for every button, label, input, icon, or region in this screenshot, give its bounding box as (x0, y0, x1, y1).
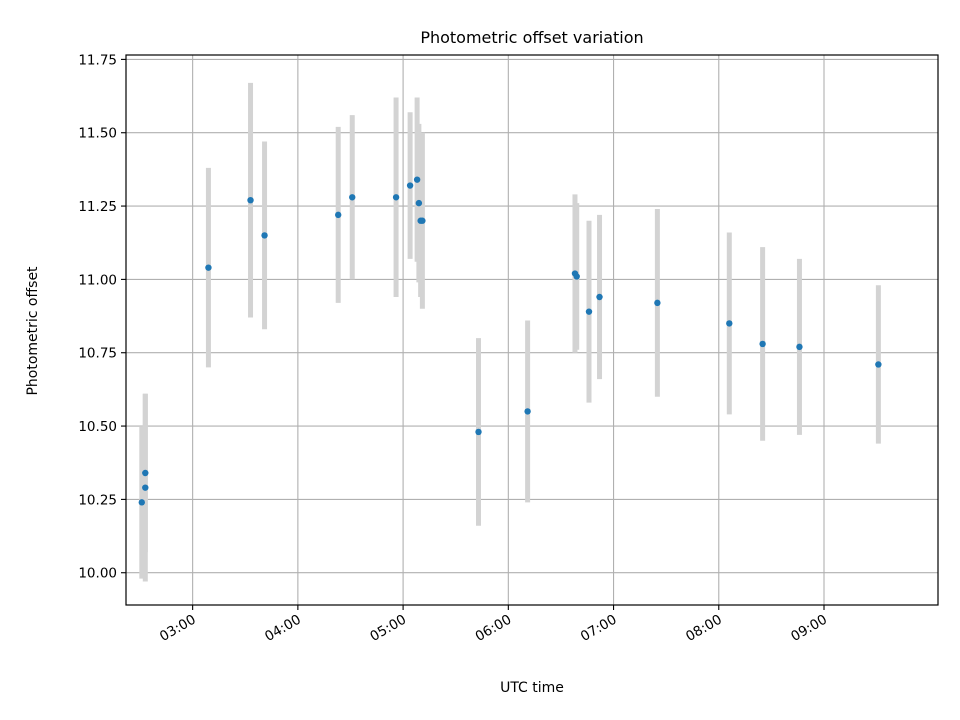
data-point (415, 199, 423, 207)
chart-title: Photometric offset variation (420, 28, 643, 47)
data-point (247, 197, 254, 204)
data-point (142, 484, 149, 491)
y-tick-label: 11.75 (78, 52, 117, 68)
data-point (142, 469, 149, 477)
data-point (349, 194, 356, 201)
y-tick-label: 10.75 (78, 346, 117, 362)
data-point (654, 299, 661, 307)
data-point (138, 499, 145, 506)
plot-frame (125, 54, 939, 606)
y-tick-label: 11.00 (78, 272, 117, 288)
data-point (419, 217, 426, 224)
data-point (413, 176, 421, 183)
data-point (475, 428, 482, 436)
data-point (585, 308, 593, 315)
data-point (205, 264, 212, 271)
y-tick-label: 10.25 (78, 492, 117, 508)
data-point (875, 361, 882, 368)
grid (126, 55, 938, 605)
y-tick-label: 10.00 (78, 566, 117, 582)
data-point (524, 408, 531, 415)
data-point (573, 273, 580, 280)
y-tick-label: 11.50 (78, 126, 117, 142)
data-point (796, 343, 803, 351)
data-point (261, 232, 268, 239)
y-axis-label: Photometric offset (25, 266, 41, 396)
data-point (596, 293, 603, 301)
data-point (726, 320, 733, 327)
data-point (759, 340, 766, 348)
data-point (406, 182, 414, 189)
data-point (392, 194, 400, 201)
y-tick-label: 10.50 (78, 419, 117, 435)
x-axis-label: UTC time (500, 680, 564, 696)
y-tick-label: 11.25 (78, 199, 117, 215)
data-point (335, 211, 342, 219)
data-points (138, 176, 882, 506)
